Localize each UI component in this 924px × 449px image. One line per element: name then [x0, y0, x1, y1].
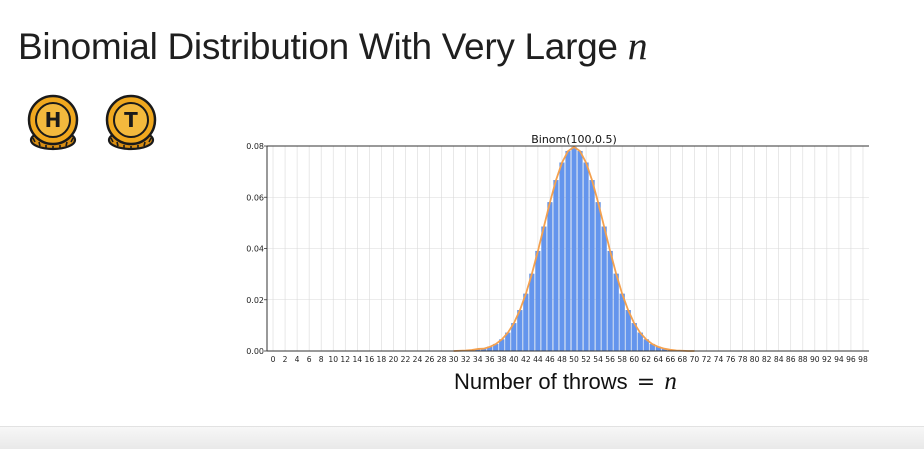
bar	[559, 162, 565, 352]
x-tick-label: 80	[750, 355, 760, 364]
bar	[619, 293, 625, 352]
x-tick-label: 44	[533, 355, 543, 364]
tails-coin-letter: T	[124, 108, 138, 132]
x-tick-label: 16	[365, 355, 375, 364]
bar	[613, 273, 619, 352]
x-tick-label: 4	[295, 355, 300, 364]
y-tick-label: 0.06	[246, 193, 264, 202]
x-tick-label: 88	[798, 355, 808, 364]
x-tick-label: 82	[762, 355, 772, 364]
chart-title: Binom(100,0.5)	[531, 133, 617, 146]
x-tick-label: 84	[774, 355, 784, 364]
x-tick-label: 28	[437, 355, 447, 364]
x-tick-label: 62	[641, 355, 651, 364]
x-tick-label: 42	[521, 355, 531, 364]
x-tick-label: 24	[413, 355, 423, 364]
bar	[517, 310, 523, 352]
bar	[547, 202, 553, 352]
bar	[577, 150, 583, 352]
x-tick-label: 12	[340, 355, 350, 364]
x-tick-label: 92	[822, 355, 832, 364]
x-tick-label: 50	[569, 355, 579, 364]
y-tick-labels: 0.00 0.02 0.04 0.06 0.08	[246, 142, 267, 356]
x-tick-label: 30	[449, 355, 459, 364]
pmf-curve	[453, 146, 695, 352]
x-tick-label: 90	[810, 355, 820, 364]
chart-svg: 0.000.020.040.060.08 0 2 4 6 8 10 12 14 16 18 20 22…	[246, 133, 869, 364]
bar	[553, 180, 559, 352]
x-tick-label: 8	[319, 355, 324, 364]
bar	[523, 293, 529, 352]
x-tick-label: 38	[497, 355, 507, 364]
x-axis-label: Number of throws = n	[454, 368, 677, 396]
x-tick-label: 14	[352, 355, 362, 364]
heads-coin-icon: H	[27, 94, 79, 151]
x-tick-label: 66	[666, 355, 676, 364]
bar	[529, 273, 535, 352]
x-tick-label: 52	[581, 355, 591, 364]
bar	[571, 146, 577, 352]
bar	[601, 226, 607, 352]
x-tick-label: 60	[629, 355, 639, 364]
x-tick-label: 98	[858, 355, 868, 364]
bar	[625, 310, 631, 352]
slide-title: Binomial Distribution With Very Large n	[18, 22, 648, 69]
x-tick-label: 40	[509, 355, 519, 364]
x-tick-label: 76	[726, 355, 736, 364]
pmf-curve-line	[453, 146, 695, 352]
x-tick-label: 36	[485, 355, 495, 364]
x-tick-labels: 0 2 4 6 8 10 12 14 16 18 20 22 24 26 28 30 32 34 36 38 40 42 4…	[271, 355, 868, 364]
y-tick-label: 0.02	[246, 296, 264, 305]
slide-title-variable: n	[627, 23, 648, 68]
x-tick-label: 94	[834, 355, 844, 364]
bar	[607, 250, 613, 352]
x-tick-label: 0	[271, 355, 276, 364]
x-axis-label-equals: =	[636, 370, 656, 395]
bar	[595, 202, 601, 352]
slide-title-text: Binomial Distribution With Very Large	[18, 26, 618, 67]
x-tick-label: 26	[425, 355, 435, 364]
binomial-chart: 0.00 0.02 0.04 0.06 0.08 0 2 4 6 8 10 12 14 16 18 20 22…	[210, 128, 910, 368]
bar	[589, 180, 595, 352]
y-tick-label: 0.08	[246, 142, 264, 151]
bar	[565, 150, 571, 352]
bottom-toolbar-strip	[0, 426, 924, 449]
heads-coin-letter: H	[45, 108, 62, 132]
x-tick-label: 20	[389, 355, 399, 364]
tails-coin-icon: T	[105, 94, 157, 151]
y-tick-label: 0.00	[246, 347, 264, 356]
y-tick-label: 0.04	[246, 245, 264, 254]
x-tick-label: 6	[307, 355, 312, 364]
x-tick-label: 56	[605, 355, 615, 364]
x-tick-label: 2	[283, 355, 288, 364]
x-tick-label: 58	[617, 355, 627, 364]
x-tick-label: 46	[545, 355, 555, 364]
bar	[541, 226, 547, 352]
bar	[583, 162, 589, 352]
x-tick-label: 54	[593, 355, 603, 364]
x-axis-label-variable: n	[664, 368, 677, 395]
x-tick-label: 70	[690, 355, 700, 364]
x-tick-label: 48	[557, 355, 567, 364]
x-tick-label: 10	[328, 355, 338, 364]
x-tick-label: 96	[846, 355, 856, 364]
x-tick-label: 32	[461, 355, 471, 364]
x-tick-label: 74	[714, 355, 724, 364]
x-axis-label-text: Number of throws	[454, 369, 628, 394]
x-tick-label: 68	[678, 355, 688, 364]
x-tick-label: 78	[738, 355, 748, 364]
bar	[535, 250, 541, 352]
x-tick-label: 18	[377, 355, 387, 364]
x-tick-label: 22	[401, 355, 411, 364]
x-tick-label: 64	[653, 355, 663, 364]
x-tick-label: 86	[786, 355, 796, 364]
x-tick-label: 34	[473, 355, 483, 364]
x-tick-label: 72	[702, 355, 712, 364]
